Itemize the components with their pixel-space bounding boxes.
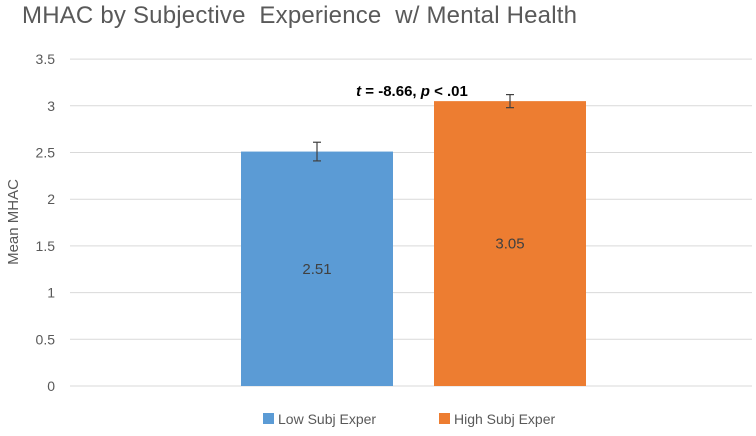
legend-label: Low Subj Exper [278,411,376,427]
annotation-p-value: < .01 [430,83,468,100]
error-bar [506,93,514,109]
bar-high-subj-exper [434,101,586,386]
y-axis-label: Mean MHAC [5,179,22,265]
t-test-annotation: t = -8.66, p < .01 [356,83,468,100]
y-tick-label: 3 [47,98,55,114]
y-axis-ticks: 0 0.5 1 1.5 2 2.5 3 3.5 [36,51,56,394]
bar-low-subj-exper [241,151,393,386]
annotation-t-symbol: t [356,83,362,100]
annotation-t-value: = -8.66, [361,83,421,100]
legend: Low Subj Exper High Subj Exper [263,411,556,427]
data-label: 3.05 [495,236,524,253]
bars: 2.51 3.05 [241,93,586,386]
y-tick-label: 2.5 [36,145,56,161]
y-tick-label: 1 [47,285,55,301]
y-tick-label: 0.5 [36,331,56,347]
gridlines [70,58,752,387]
error-bar [313,141,321,162]
annotation-p-symbol: p [420,83,430,100]
y-tick-label: 3.5 [36,51,56,67]
chart-title: MHAC by Subjective Experience w/ Mental … [22,2,578,29]
legend-swatch [439,413,450,424]
y-tick-label: 2 [47,191,55,207]
legend-label: High Subj Exper [454,411,556,427]
y-tick-label: 0 [47,378,55,394]
y-tick-label: 1.5 [36,238,56,254]
data-label: 2.51 [302,261,331,278]
legend-swatch [263,413,274,424]
